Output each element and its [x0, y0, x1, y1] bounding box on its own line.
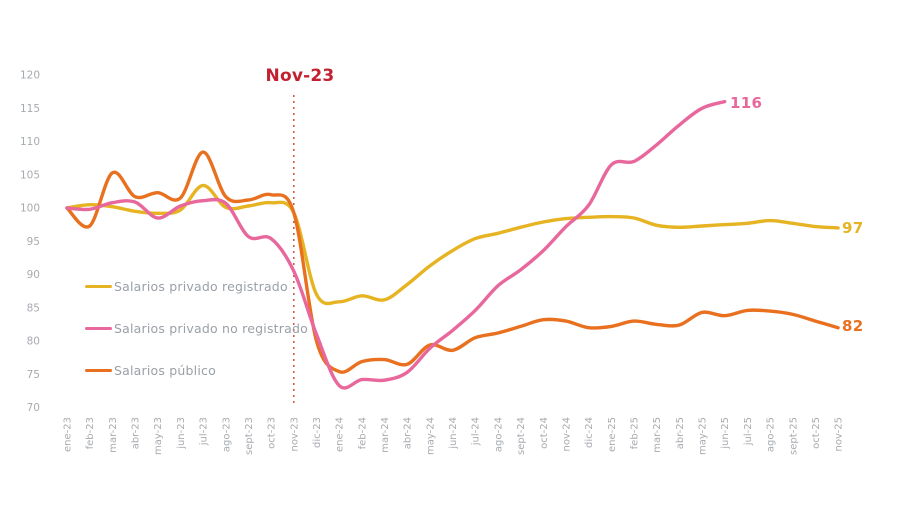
x-tick-label: abr-25 — [675, 417, 686, 449]
x-tick-label: ene-24 — [335, 417, 346, 452]
x-tick-label: mar-24 — [380, 417, 391, 453]
legend-swatch-pink — [85, 326, 112, 330]
line-privado-no-registrado — [65, 99, 727, 390]
x-tick-label: jun-23 — [176, 417, 187, 450]
y-tick-label: 95 — [27, 236, 40, 248]
y-tick-label: 70 — [27, 402, 40, 414]
x-tick-label: mar-23 — [108, 417, 119, 453]
x-tick-label: jun-24 — [448, 417, 459, 450]
x-tick-label: dic-24 — [584, 417, 595, 448]
x-tick-label: abr-23 — [131, 417, 142, 449]
legend-swatch-yellow — [85, 284, 112, 288]
legend-item-publico: Salarios público — [85, 361, 308, 379]
legend-label: Salarios privado registrado — [114, 278, 288, 294]
x-tick-label: jul-23 — [199, 417, 210, 446]
x-tick-label: feb-25 — [630, 417, 641, 449]
x-tick-label: jul-24 — [471, 417, 482, 446]
x-tick-label: feb-23 — [85, 417, 96, 449]
x-tick-label: oct-24 — [539, 417, 550, 449]
x-tick-label: ago-24 — [493, 417, 504, 452]
x-tick-label: ago-23 — [221, 417, 232, 452]
x-tick-label: oct-23 — [267, 417, 278, 449]
y-tick-label: 105 — [20, 169, 40, 181]
y-tick-label: 85 — [27, 302, 40, 314]
x-tick-label: sept-23 — [244, 417, 255, 455]
x-tick-label: jul-25 — [743, 417, 754, 446]
y-tick-label: 75 — [27, 369, 40, 381]
legend-item-privado-no-registrado: Salarios privado no registrado — [85, 319, 308, 337]
y-tick-label: 80 — [27, 336, 40, 348]
legend-label: Salarios privado no registrado — [114, 320, 308, 336]
chart-legend: Salarios privado registrado Salarios pri… — [85, 277, 308, 403]
end-value-privado-no-registrado: 116 — [730, 94, 763, 112]
x-tick-label: oct-25 — [811, 417, 822, 449]
end-value-privado-registrado: 97 — [842, 219, 864, 237]
line-privado-registrado — [65, 183, 840, 306]
line-publico — [65, 150, 840, 374]
x-tick-label: nov-25 — [834, 417, 845, 451]
y-tick-label: 120 — [20, 70, 40, 82]
x-tick-label: dic-23 — [312, 417, 323, 448]
x-tick-label: feb-24 — [357, 417, 368, 449]
x-tick-label: sept-24 — [516, 417, 527, 455]
nov23-annotation-label: Nov-23 — [265, 66, 335, 86]
y-tick-label: 90 — [27, 269, 40, 281]
legend-label: Salarios público — [114, 362, 216, 378]
legend-item-privado-registrado: Salarios privado registrado — [85, 277, 308, 295]
y-tick-label: 110 — [20, 136, 40, 148]
x-tick-label: jun-25 — [720, 417, 731, 450]
x-tick-label: nov-24 — [561, 417, 572, 451]
end-value-publico: 82 — [842, 317, 864, 335]
y-tick-label: 115 — [20, 103, 40, 115]
x-tick-label: may-24 — [425, 417, 436, 455]
y-tick-label: 100 — [20, 203, 40, 215]
legend-swatch-orange — [85, 368, 112, 372]
x-tick-label: ago-25 — [766, 417, 777, 452]
x-tick-label: nov-23 — [289, 417, 300, 451]
x-tick-label: abr-24 — [403, 417, 414, 449]
x-tick-label: mar-25 — [652, 417, 663, 453]
x-tick-label: ene-23 — [63, 417, 74, 452]
x-tick-label: may-25 — [698, 417, 709, 455]
x-tick-label: ene-25 — [607, 417, 618, 452]
x-tick-label: may-23 — [153, 417, 164, 455]
x-tick-label: sept-25 — [788, 417, 799, 455]
